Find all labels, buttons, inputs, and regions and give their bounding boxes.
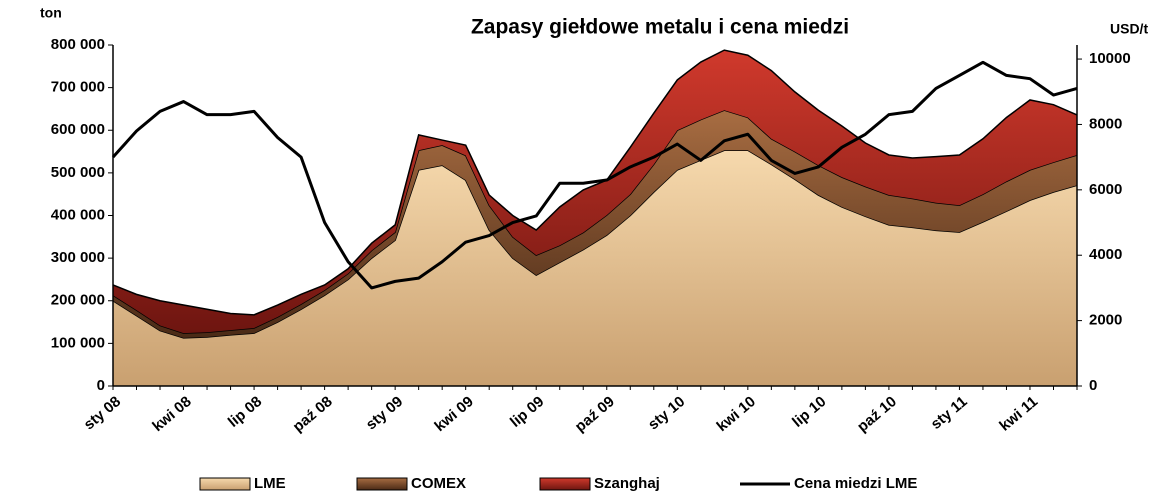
x-tick-label: kwi 09: [431, 393, 476, 435]
x-tick-label: kwi 08: [149, 393, 194, 435]
y-tick-label: 0: [97, 377, 105, 394]
legend-label: COMEX: [411, 475, 466, 492]
x-tick-label: kwi 10: [714, 393, 759, 435]
legend-swatch: [539, 477, 591, 491]
x-tick-label: sty 09: [363, 393, 407, 433]
y-tick-label: 100 000: [51, 334, 105, 351]
y2-axis-label: USD/t: [1110, 21, 1148, 37]
y-tick-label: 700 000: [51, 79, 105, 96]
chart-title: Zapasy giełdowe metalu i cena miedzi: [471, 16, 849, 39]
x-tick-label: paź 09: [572, 393, 618, 436]
y2-tick-label: 6000: [1089, 181, 1122, 198]
y-tick-label: 600 000: [51, 121, 105, 138]
y-tick-label: 500 000: [51, 164, 105, 181]
x-tick-label: kwi 11: [996, 393, 1041, 434]
x-tick-label: lip 09: [507, 393, 547, 431]
area-edge: [112, 49, 1078, 316]
y-tick-label: 800 000: [51, 36, 105, 53]
y2-tick-label: 8000: [1089, 115, 1122, 132]
x-tick-label: paź 10: [854, 393, 900, 436]
price-line: [111, 60, 1078, 290]
y-axis-label: ton: [40, 5, 62, 21]
x-tick-label: sty 08: [81, 393, 125, 433]
y2-tick-label: 4000: [1089, 246, 1122, 263]
x-tick-label: lip 08: [225, 393, 265, 431]
x-tick-label: sty 10: [645, 393, 689, 433]
area: [113, 150, 1077, 386]
y-tick-label: 300 000: [51, 249, 105, 266]
x-tick-label: sty 11: [928, 393, 971, 433]
x-tick-label: lip 10: [789, 393, 829, 431]
y-tick-label: 200 000: [51, 292, 105, 309]
legend-label: Szanghaj: [594, 475, 660, 492]
y2-tick-label: 0: [1089, 377, 1097, 394]
legend-swatch: [356, 477, 408, 491]
y2-tick-label: 2000: [1089, 312, 1122, 329]
y-tick-label: 400 000: [51, 206, 105, 223]
legend-label: LME: [254, 475, 286, 492]
legend-label: Cena miedzi LME: [794, 475, 917, 492]
legend-swatch: [199, 477, 251, 491]
x-tick-label: paź 08: [290, 393, 336, 436]
y2-tick-label: 10000: [1089, 50, 1131, 67]
